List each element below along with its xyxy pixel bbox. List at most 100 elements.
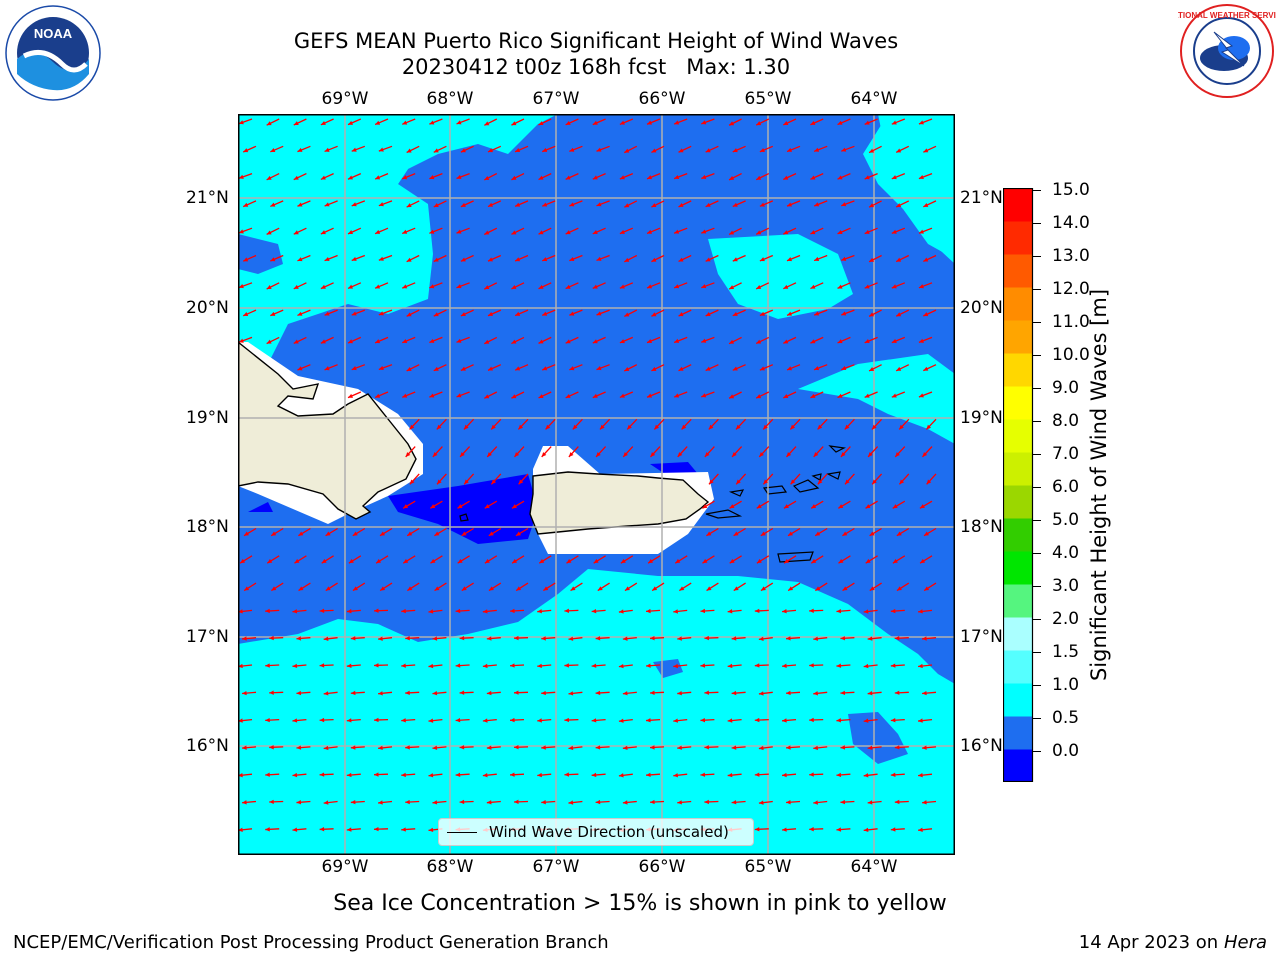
wave-direction-arrow [428,718,443,723]
wave-direction-arrow [429,282,443,289]
wave-direction-arrow [513,690,529,695]
wave-direction-arrow [541,200,556,207]
wave-direction-arrow [511,118,525,126]
wave-direction-arrow [511,391,525,399]
wave-direction-arrow [266,336,280,345]
wave-direction-arrow [513,745,529,750]
wave-direction-arrow [352,582,366,592]
wave-direction-arrow [728,227,742,236]
wave-direction-arrow [407,582,420,592]
wave-direction-arrow [347,118,362,126]
wave-direction-arrow [265,772,280,777]
wave-direction-arrow [786,254,801,262]
wave-direction-arrow [538,336,552,344]
wave-direction-arrow [868,145,882,154]
wave-direction-arrow [352,527,366,537]
wave-direction-arrow [509,663,525,668]
wave-direction-arrow [786,145,801,153]
wave-direction-arrow [433,254,447,263]
lon-label-top: 65°W [744,89,792,109]
wave-direction-arrow [292,718,307,723]
wave-direction-arrow [405,745,420,750]
colorbar-tick-mark [1033,289,1041,290]
wave-direction-arrow [867,636,882,641]
lon-label-bottom: 64°W [850,857,898,877]
wave-direction-arrow [647,555,661,564]
wave-direction-arrow [433,145,447,153]
wave-direction-arrow [701,282,715,289]
wave-direction-arrow [238,718,253,723]
wave-direction-arrow [270,145,284,153]
wave-direction-arrow [564,608,579,613]
wave-direction-arrow [898,418,910,430]
wave-direction-arrow [270,254,284,262]
wave-direction-arrow [673,172,688,180]
wave-direction-arrow [706,527,719,537]
wave-direction-arrow [704,635,719,641]
wave-direction-arrow [840,690,855,696]
wave-direction-arrow [460,200,474,208]
wave-direction-arrow [238,609,253,614]
wave-direction-arrow [926,473,937,485]
wave-direction-arrow [324,364,338,371]
colorbar-tick-label: 10.0 [1052,345,1090,365]
wave-direction-arrow [374,173,389,180]
wave-direction-arrow [378,145,393,152]
wave-direction-arrow [890,608,905,614]
wave-direction-arrow [733,582,746,592]
wave-direction-arrow [758,745,773,751]
wave-direction-arrow [460,309,474,317]
wave-direction-arrow [511,173,525,181]
wave-direction-arrow [346,772,361,778]
wave-direction-arrow [488,527,502,537]
wave-direction-arrow [815,582,828,592]
wave-direction-arrow [569,364,583,371]
colorbar-segment [1003,518,1033,552]
wave-direction-arrow [514,446,525,458]
colorbar-tick-label: 5.0 [1052,510,1080,530]
wave-direction-arrow [429,336,443,344]
wave-direction-arrow [863,718,878,723]
wave-direction-arrow [762,418,774,430]
wave-direction-arrow [347,282,362,290]
colorbar-segment [1003,452,1033,486]
wave-direction-arrow [350,636,365,641]
graticule [238,114,955,855]
wave-direction-arrow [347,173,362,180]
nws-logo-text: NATIONAL WEATHER SERVICE [1178,11,1276,20]
wave-direction-arrow [379,527,393,537]
wave-direction-arrow [626,418,638,430]
wave-direction-arrow [374,282,389,289]
lon-label-top: 67°W [532,89,580,109]
wave-direction-arrow [754,827,769,832]
wave-direction-arrow [509,717,525,723]
wave-direction-arrow [511,500,525,509]
wave-direction-arrow [785,799,801,805]
wave-direction-arrow [892,555,906,564]
wave-direction-arrow [918,227,933,234]
colorbar-tick-label: 6.0 [1052,477,1080,497]
wave-direction-arrow [456,172,470,180]
wave-direction-arrow [595,636,610,641]
wave-direction-arrow [378,691,393,696]
wave-direction-arrow [755,336,770,345]
colorbar-tick-mark [1033,421,1041,422]
wave-direction-arrow [921,745,937,750]
wave-direction-arrow [323,636,338,641]
wave-direction-arrow [731,745,746,750]
lat-label-left: 18°N [186,517,229,537]
wave-direction-arrow [645,772,661,778]
wave-direction-arrow [837,173,851,180]
wave-direction-arrow [401,663,416,668]
wave-direction-arrow [346,663,361,668]
wave-direction-arrow [918,773,933,778]
colorbar-segment [1003,254,1033,288]
wave-direction-arrow [864,227,878,235]
wave-direction-arrow [402,500,416,509]
wave-direction-arrow [265,608,280,614]
wave-direction-arrow [677,800,692,805]
wave-direction-arrow [515,527,529,537]
wave-direction-arrow [651,200,665,208]
colorbar-tick-mark [1033,718,1041,719]
wave-direction-arrow [591,608,606,614]
